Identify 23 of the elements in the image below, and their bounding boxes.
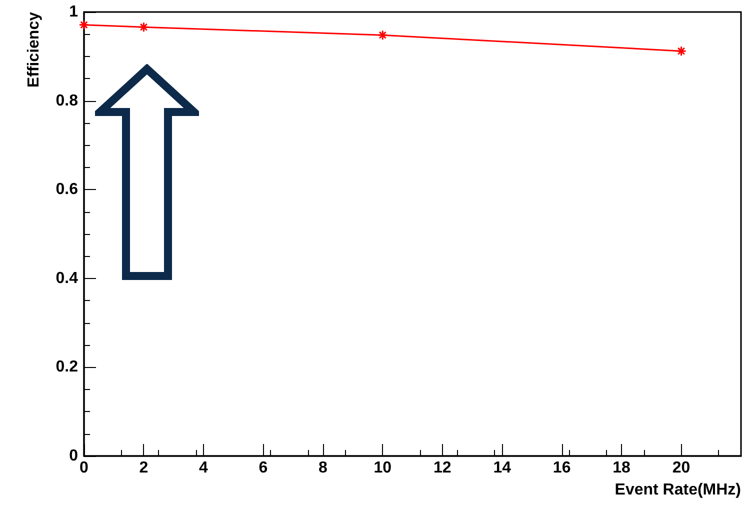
x-tick-label: 6 [258, 460, 268, 476]
x-tick-label: 2 [139, 460, 148, 476]
point [676, 46, 687, 56]
x-tick-label: 20 [672, 460, 690, 476]
point [377, 30, 388, 40]
y-tick-label: 0.6 [56, 181, 78, 198]
x-tick-label: 8 [318, 460, 328, 476]
x-tick-label: 12 [433, 460, 452, 476]
y-tick-label: 0.4 [56, 270, 78, 287]
point [78, 20, 90, 30]
x-tick-label: 18 [612, 460, 631, 476]
x-axis-title: Event Rate(MHz) [614, 482, 741, 498]
x-tick-label: 0 [80, 460, 89, 476]
point [138, 22, 149, 32]
y-tick-label: 1 [69, 4, 78, 20]
y-tick-label: 0 [69, 448, 78, 464]
x-tick-label: 14 [493, 460, 512, 476]
y-tick-label: 0.2 [56, 358, 78, 376]
y-tick-label: 0.8 [56, 92, 78, 110]
x-tick-label: 16 [552, 460, 571, 476]
y-axis-title: Efficiency [26, 12, 42, 88]
x-tick-label: 10 [374, 460, 392, 476]
x-tick-label: 4 [199, 460, 208, 476]
